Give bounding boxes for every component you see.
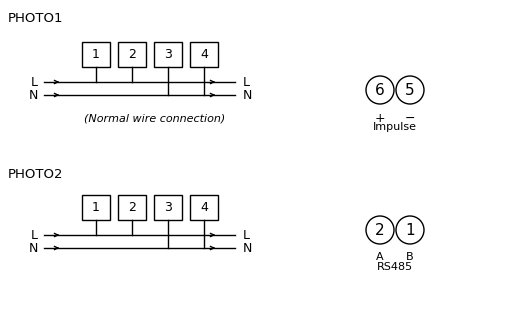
Text: 2: 2 (128, 201, 136, 214)
Text: N: N (29, 242, 38, 254)
Text: L: L (243, 75, 250, 89)
Bar (154, 42, 182, 67)
Bar (190, 195, 218, 220)
Text: 4: 4 (200, 48, 208, 61)
Text: A: A (376, 252, 384, 262)
Text: L: L (243, 229, 250, 242)
Text: 1: 1 (92, 48, 100, 61)
Text: L: L (31, 75, 38, 89)
Bar (154, 195, 182, 220)
Text: L: L (31, 229, 38, 242)
Text: 2: 2 (375, 223, 385, 238)
Circle shape (366, 76, 394, 104)
Text: RS485: RS485 (377, 262, 413, 272)
Text: −: − (405, 112, 415, 125)
Text: +: + (375, 112, 385, 125)
Bar (118, 42, 146, 67)
Text: N: N (29, 89, 38, 101)
Text: 3: 3 (164, 48, 172, 61)
Text: 3: 3 (164, 201, 172, 214)
Text: B: B (406, 252, 414, 262)
Text: PHOTO1: PHOTO1 (8, 12, 63, 25)
Text: 5: 5 (405, 82, 415, 98)
Bar (190, 42, 218, 67)
Bar (82, 195, 110, 220)
Circle shape (366, 216, 394, 244)
Text: N: N (243, 242, 252, 254)
Text: N: N (243, 89, 252, 101)
Text: PHOTO2: PHOTO2 (8, 168, 63, 181)
Bar (82, 42, 110, 67)
Circle shape (396, 76, 424, 104)
Text: 6: 6 (375, 82, 385, 98)
Text: (Normal wire connection): (Normal wire connection) (84, 113, 226, 123)
Text: 4: 4 (200, 201, 208, 214)
Circle shape (396, 216, 424, 244)
Text: Impulse: Impulse (373, 122, 417, 132)
Text: 1: 1 (405, 223, 415, 238)
Text: 1: 1 (92, 201, 100, 214)
Text: 2: 2 (128, 48, 136, 61)
Bar (118, 195, 146, 220)
